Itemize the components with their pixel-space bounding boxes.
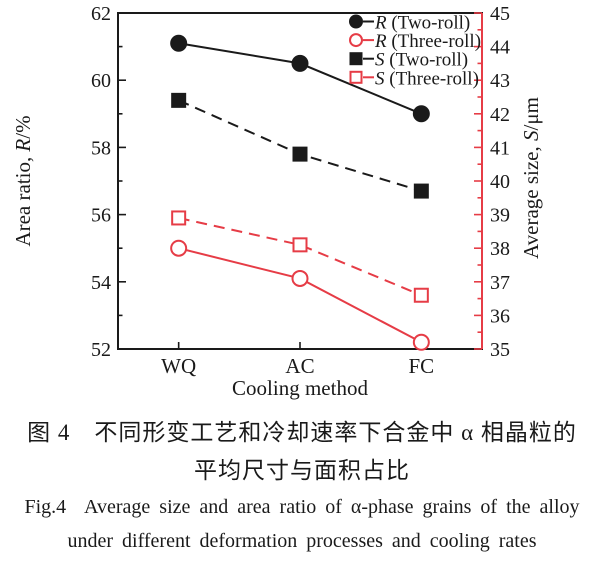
- left-axis-tick-label: 58: [91, 137, 111, 159]
- legend-label: R (Two-roll): [374, 13, 470, 34]
- legend-label: S (Two-roll): [375, 50, 468, 71]
- x-axis-tick-label: AC: [285, 354, 314, 378]
- right-axis-tick-label: 42: [490, 104, 510, 126]
- series-line: [178, 99, 422, 193]
- data-point-square: [171, 210, 187, 226]
- data-point-square: [349, 70, 363, 84]
- right-axis-title: Average size, S/μm: [519, 97, 543, 259]
- data-point-square: [171, 92, 187, 108]
- legend: R (Two-roll)R (Three-roll)S (Two-roll)S …: [349, 13, 481, 89]
- caption-zh-line2: 平均尺寸与面积占比: [194, 458, 410, 483]
- caption-zh-line1: 图 4 不同形变工艺和冷却速率下合金中 α 相晶粒的: [27, 420, 577, 445]
- left-axis-tick-label: 52: [91, 339, 111, 361]
- data-point-circle: [291, 269, 309, 287]
- right-axis-tick-label: 40: [490, 171, 510, 193]
- right-axis-tick-label: 41: [490, 137, 510, 159]
- caption-en-line1: Fig.4 Average size and area ratio of α-p…: [24, 496, 580, 518]
- x-axis-ticks: WQ AC FC: [161, 342, 434, 378]
- right-axis-tick-label: 36: [490, 305, 510, 327]
- series-s-two-roll: [171, 92, 429, 199]
- right-axis-tick-label: 35: [490, 339, 510, 361]
- data-point-circle: [349, 14, 363, 29]
- right-axis-tick-label: 43: [490, 70, 510, 92]
- legend-item: R (Two-roll): [349, 13, 470, 34]
- left-axis-tick-label: 62: [91, 3, 111, 25]
- series-r-two-roll: [170, 34, 430, 123]
- x-axis-title: Cooling method: [232, 376, 368, 400]
- left-axis-tick-label: 60: [91, 70, 111, 92]
- left-axis-tick-label: 56: [91, 205, 111, 227]
- data-point-square: [292, 146, 308, 162]
- data-point-circle: [412, 105, 430, 123]
- data-point-circle: [170, 34, 188, 52]
- legend-item: R (Three-roll): [349, 31, 481, 52]
- data-point-square: [413, 287, 429, 303]
- legend-label: S (Three-roll): [375, 68, 479, 89]
- series-line: [178, 216, 422, 297]
- data-point-circle: [291, 54, 309, 72]
- left-axis-tick-label: 54: [91, 272, 111, 294]
- right-axis-tick-label: 45: [490, 3, 510, 25]
- right-axis-tick-label: 38: [490, 238, 510, 260]
- data-point-square: [292, 237, 308, 253]
- right-axis-tick-label: 44: [490, 37, 510, 59]
- right-axis-tick-label: 39: [490, 205, 510, 227]
- left-axis-title: Area ratio, R/%: [11, 115, 35, 246]
- data-point-square: [413, 183, 429, 199]
- right-axis-ticks: 35 36 37 38 39 40 41 42 43 44 45: [474, 3, 510, 361]
- x-axis-tick-label: FC: [408, 354, 434, 378]
- right-axis-tick-label: 37: [490, 272, 510, 294]
- series-r-three-roll: [170, 239, 430, 351]
- x-axis-tick-label: WQ: [161, 354, 196, 378]
- data-point-circle: [170, 239, 188, 257]
- legend-item: S (Two-roll): [349, 50, 468, 71]
- data-point-circle: [349, 33, 363, 48]
- legend-item: S (Three-roll): [349, 68, 479, 89]
- left-axis-ticks: 52 54 56 58 60 62: [91, 3, 126, 361]
- data-point-square: [349, 52, 363, 66]
- series-s-three-roll: [171, 210, 429, 303]
- figure-caption: 图 4 不同形变工艺和冷却速率下合金中 α 相晶粒的 平均尺寸与面积占比 Fig…: [0, 414, 604, 558]
- data-point-circle: [412, 333, 430, 351]
- legend-label: R (Three-roll): [374, 31, 481, 52]
- series-line: [178, 247, 422, 344]
- caption-en-line2: under different deformation processes an…: [67, 530, 537, 552]
- chart: 52 54 56 58 60 62 35 36 37 38 39 40 41 42 43 44 45 WQ AC FC…: [11, 3, 543, 400]
